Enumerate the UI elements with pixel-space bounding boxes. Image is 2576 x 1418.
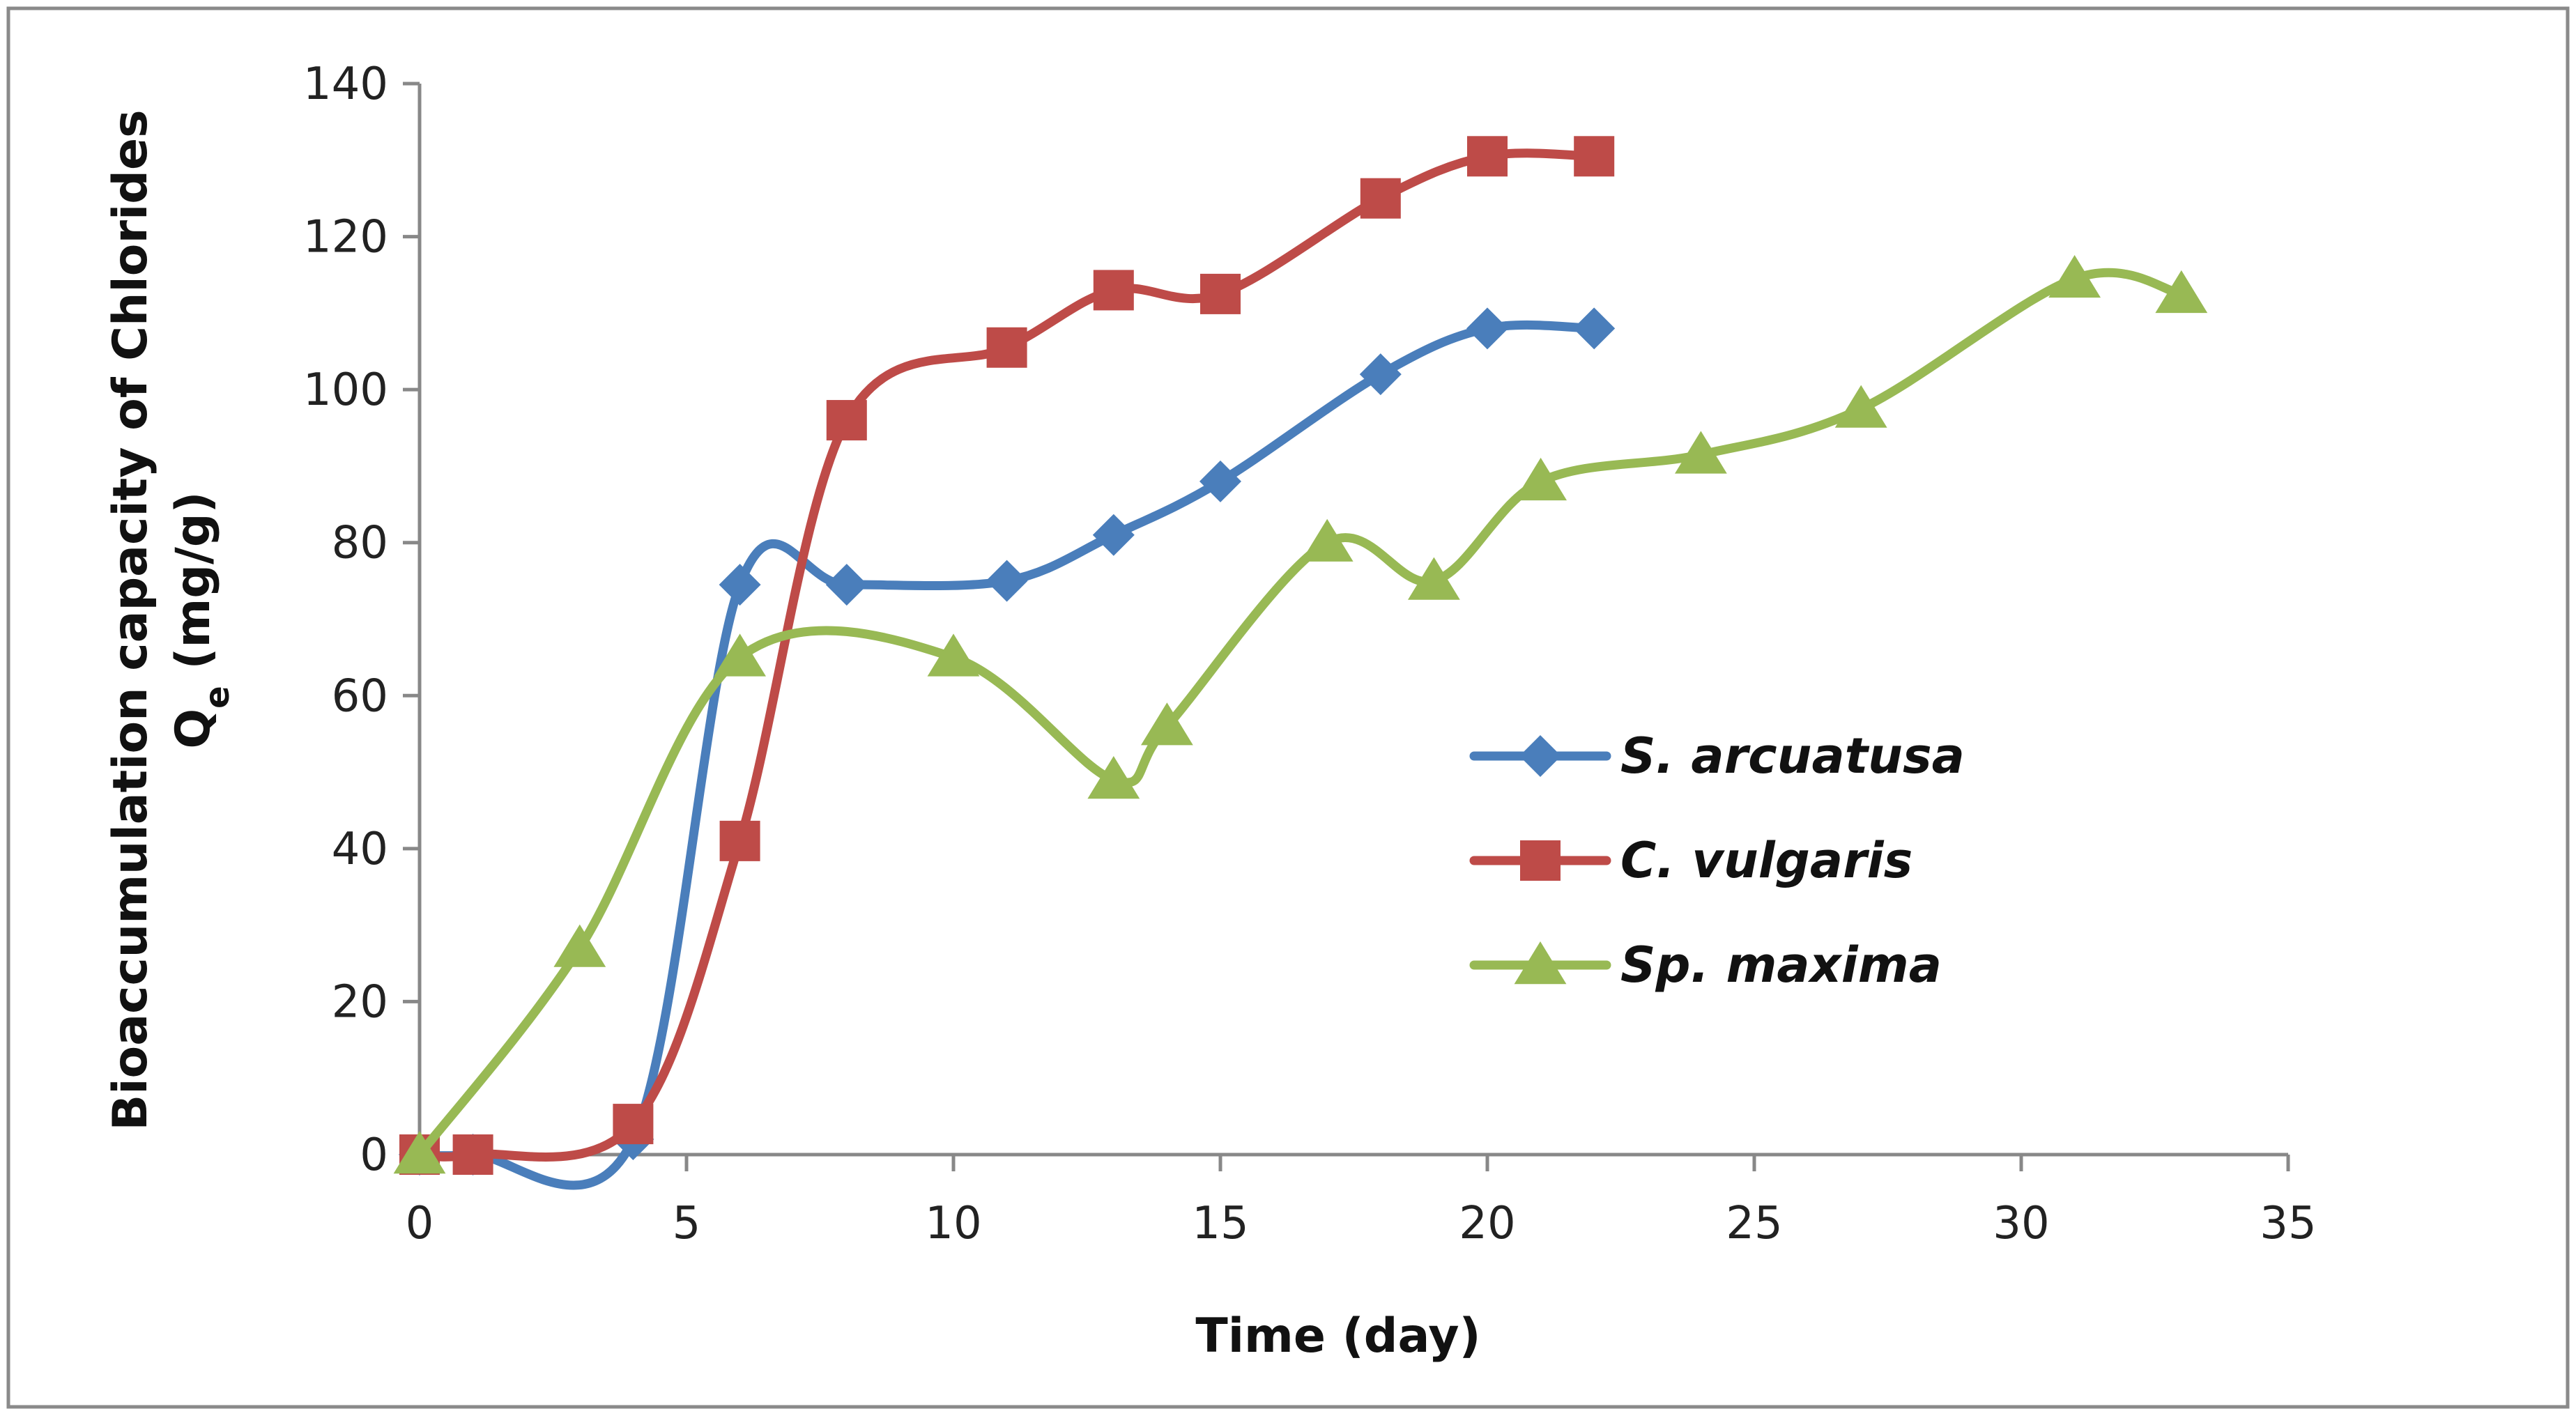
data-point-c-vulgaris <box>1574 136 1615 177</box>
x-tick-label: 10 <box>925 1198 981 1249</box>
y-axis-title-units: (mg/g) <box>166 491 221 686</box>
data-point-s-arcuatusa <box>719 564 761 606</box>
legend-label-s-arcuatusa: S. arcuatusa <box>1620 727 1965 785</box>
data-point-sp-maxima <box>927 633 980 677</box>
data-point-sp-maxima <box>1087 756 1140 799</box>
legend-marker-c-vulgaris <box>1520 840 1561 881</box>
legend-label-sp-maxima: Sp. maxima <box>1620 937 1942 994</box>
data-point-sp-maxima <box>2048 254 2101 298</box>
legend-label-c-vulgaris: C. vulgaris <box>1620 832 1912 889</box>
y-axis-title-q: Q <box>166 709 221 749</box>
legend-marker-sp-maxima <box>1514 941 1567 985</box>
data-point-s-arcuatusa <box>986 560 1028 602</box>
x-tick-label: 0 <box>406 1198 434 1249</box>
legend: S. arcuatusa C. vulgaris Sp. maxima <box>1469 727 1965 994</box>
y-tick-label: 120 <box>303 212 388 263</box>
y-tick-label: 0 <box>360 1130 388 1181</box>
x-axis-title: Time (day) <box>1195 1309 1480 1364</box>
y-axis-title: Bioaccumulation capacity of Chlorides Qe… <box>103 109 237 1130</box>
chart-border <box>6 6 2570 1409</box>
data-point-c-vulgaris <box>1360 178 1401 219</box>
data-point-sp-maxima <box>714 633 766 677</box>
data-point-sp-maxima <box>1141 702 1193 746</box>
data-point-c-vulgaris <box>986 327 1027 368</box>
data-point-c-vulgaris <box>613 1104 654 1145</box>
data-point-sp-maxima <box>1675 431 1727 474</box>
data-point-s-arcuatusa <box>825 564 868 606</box>
y-tick-label: 20 <box>332 976 388 1028</box>
legend-entry-s-arcuatusa: S. arcuatusa <box>1469 727 1965 785</box>
data-point-sp-maxima <box>1408 557 1460 600</box>
data-point-c-vulgaris <box>1093 270 1134 311</box>
series-layer <box>393 136 2208 1190</box>
data-point-s-arcuatusa <box>1199 460 1241 502</box>
data-point-sp-maxima <box>1515 457 1567 501</box>
legend-entry-sp-maxima: Sp. maxima <box>1469 937 1942 994</box>
x-tick-label: 35 <box>2260 1198 2316 1249</box>
data-point-sp-maxima <box>1301 518 1354 562</box>
data-point-sp-maxima <box>393 1131 446 1174</box>
y-axis-title-line2: Qe (mg/g) <box>166 491 237 748</box>
data-point-s-arcuatusa <box>1573 307 1616 350</box>
x-tick-label: 15 <box>1192 1198 1248 1249</box>
x-tick-label: 30 <box>1993 1198 2049 1249</box>
y-tick-label: 100 <box>303 364 388 416</box>
y-axis-title-line1: Bioaccumulation capacity of Chlorides <box>103 109 158 1130</box>
y-tick-label: 140 <box>303 59 388 110</box>
data-point-s-arcuatusa <box>1466 307 1508 350</box>
y-tick-label: 80 <box>332 518 388 569</box>
data-point-c-vulgaris <box>1200 273 1241 314</box>
legend-marker-s-arcuatusa <box>1519 735 1561 777</box>
data-point-c-vulgaris <box>826 400 867 441</box>
axes-layer: 0 20 40 60 80 100 120 140 0 5 10 15 20 25 30 35 <box>303 59 2317 1249</box>
legend-entry-c-vulgaris: C. vulgaris <box>1469 832 1912 889</box>
x-tick-label: 5 <box>673 1198 701 1249</box>
data-point-c-vulgaris <box>1467 136 1508 177</box>
y-tick-label: 40 <box>332 824 388 875</box>
y-tick-label: 60 <box>332 670 388 722</box>
data-point-s-arcuatusa <box>1359 353 1402 396</box>
data-point-c-vulgaris <box>719 820 760 861</box>
x-tick-label: 20 <box>1459 1198 1515 1249</box>
data-point-c-vulgaris <box>452 1134 493 1175</box>
y-axis-title-subscript: e <box>198 686 237 709</box>
data-point-sp-maxima <box>2155 270 2208 314</box>
x-tick-label: 25 <box>1726 1198 1782 1249</box>
data-point-sp-maxima <box>553 924 606 967</box>
data-point-s-arcuatusa <box>1092 514 1135 556</box>
series-sp-maxima <box>393 254 2208 1174</box>
data-point-sp-maxima <box>1834 385 1887 428</box>
